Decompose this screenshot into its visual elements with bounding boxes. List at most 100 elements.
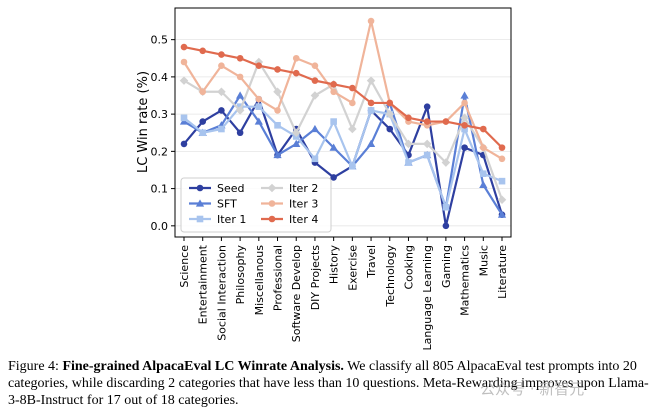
x-tick-label: Science [178, 245, 191, 288]
data-point [255, 103, 263, 110]
data-point [311, 155, 319, 163]
data-point [274, 121, 281, 129]
data-point [386, 125, 394, 133]
data-point [217, 87, 226, 97]
data-point [273, 150, 282, 159]
legend: Seed SFT Iter 1 Iter 2 Iter 3 Iter 4 [180, 177, 332, 233]
data-point [460, 91, 469, 99]
x-tick-label: Travel [365, 245, 378, 279]
legend-item: SFT [189, 198, 237, 211]
y-tick-label: 0.0 [151, 220, 169, 233]
data-point [180, 58, 188, 66]
x-tick-label: Professional [272, 245, 285, 311]
legend-label: Iter 1 [217, 213, 246, 226]
series-line [183, 94, 503, 216]
legend-label: Iter 3 [289, 198, 318, 211]
x-tick-label: Music [477, 245, 490, 276]
legend-marker [195, 199, 205, 207]
data-point [460, 113, 469, 123]
figure-caption: Figure 4: Fine-grained AlpacaEval LC Win… [8, 358, 656, 409]
data-point [254, 117, 263, 125]
data-point [498, 155, 506, 163]
data-point [255, 95, 263, 103]
data-point [367, 99, 375, 107]
data-point [442, 222, 450, 230]
data-point [291, 128, 301, 138]
data-point [386, 99, 394, 107]
x-tick-label: Technology [384, 245, 397, 308]
data-point [330, 81, 337, 88]
data-point [235, 91, 245, 99]
data-point [236, 73, 244, 81]
data-point [236, 129, 244, 137]
data-point [366, 76, 376, 85]
data-point [498, 144, 506, 151]
x-tick-label: History [328, 245, 341, 285]
x-tick-label: Entertainment [197, 244, 210, 324]
data-point [292, 139, 301, 148]
data-point [330, 174, 337, 181]
data-point [330, 118, 337, 125]
x-tick-label: Mathematics [459, 245, 472, 316]
data-point [497, 195, 507, 205]
data-point [349, 99, 356, 107]
data-point [329, 143, 338, 151]
data-point [199, 88, 207, 96]
y-tick-label: 0.3 [151, 108, 169, 121]
data-point [274, 66, 281, 73]
legend-marker [268, 200, 276, 207]
data-point [461, 121, 468, 129]
data-point [405, 114, 412, 122]
data-point [367, 17, 375, 25]
x-tick-label: Language Learning [421, 245, 434, 351]
plot-frame [174, 7, 512, 238]
data-point [367, 107, 375, 114]
series-iter-4 [180, 43, 506, 151]
data-point [423, 151, 431, 159]
y-tick-label: 0.4 [151, 71, 169, 84]
data-point [366, 139, 376, 148]
data-point [218, 125, 225, 133]
data-point [442, 118, 450, 125]
legend-marker [196, 184, 204, 192]
data-point [235, 106, 245, 115]
series-layer [179, 17, 507, 230]
legend-item: Iter 4 [261, 213, 318, 226]
series-line [183, 19, 503, 160]
data-point [274, 107, 281, 114]
legend-label: Iter 4 [289, 213, 318, 226]
series-line [183, 60, 504, 201]
legend-marker [268, 215, 276, 223]
legend-item: Iter 3 [261, 198, 318, 211]
data-point [498, 177, 506, 185]
data-point [330, 88, 337, 96]
data-point [236, 54, 244, 62]
x-tick-label: Software Develop [290, 245, 303, 342]
legend-marker [196, 215, 204, 223]
y-tick-label: 0.1 [151, 183, 169, 196]
axes: 0.0 0.1 0.2 0.3 0.4 0.5 Science Entertainment So… [151, 34, 510, 351]
caption-title: Fine-grained AlpacaEval LC Winrate Analy… [62, 359, 344, 374]
y-tick-label: 0.5 [151, 34, 169, 47]
data-point [199, 47, 207, 55]
legend-item: Iter 1 [189, 213, 246, 226]
legend-label: Seed [217, 182, 245, 195]
legend-marker [267, 183, 277, 193]
data-point [479, 170, 487, 177]
data-point [292, 54, 300, 62]
data-point [310, 124, 320, 133]
data-point [311, 62, 319, 70]
legend-box [180, 177, 332, 233]
x-tick-label: Philosophy [234, 245, 247, 305]
win-rate-chart: 0.0 0.1 0.2 0.3 0.4 0.5 Science Entertainment So… [136, 7, 512, 351]
data-point [199, 118, 207, 125]
legend-item: Iter 2 [261, 182, 318, 195]
data-point [385, 109, 395, 119]
data-point [348, 124, 357, 134]
data-point [461, 125, 468, 133]
y-tick-label: 0.2 [151, 145, 169, 158]
data-point [404, 139, 413, 149]
data-point [255, 62, 263, 70]
data-point [479, 180, 488, 188]
data-point [497, 210, 507, 218]
